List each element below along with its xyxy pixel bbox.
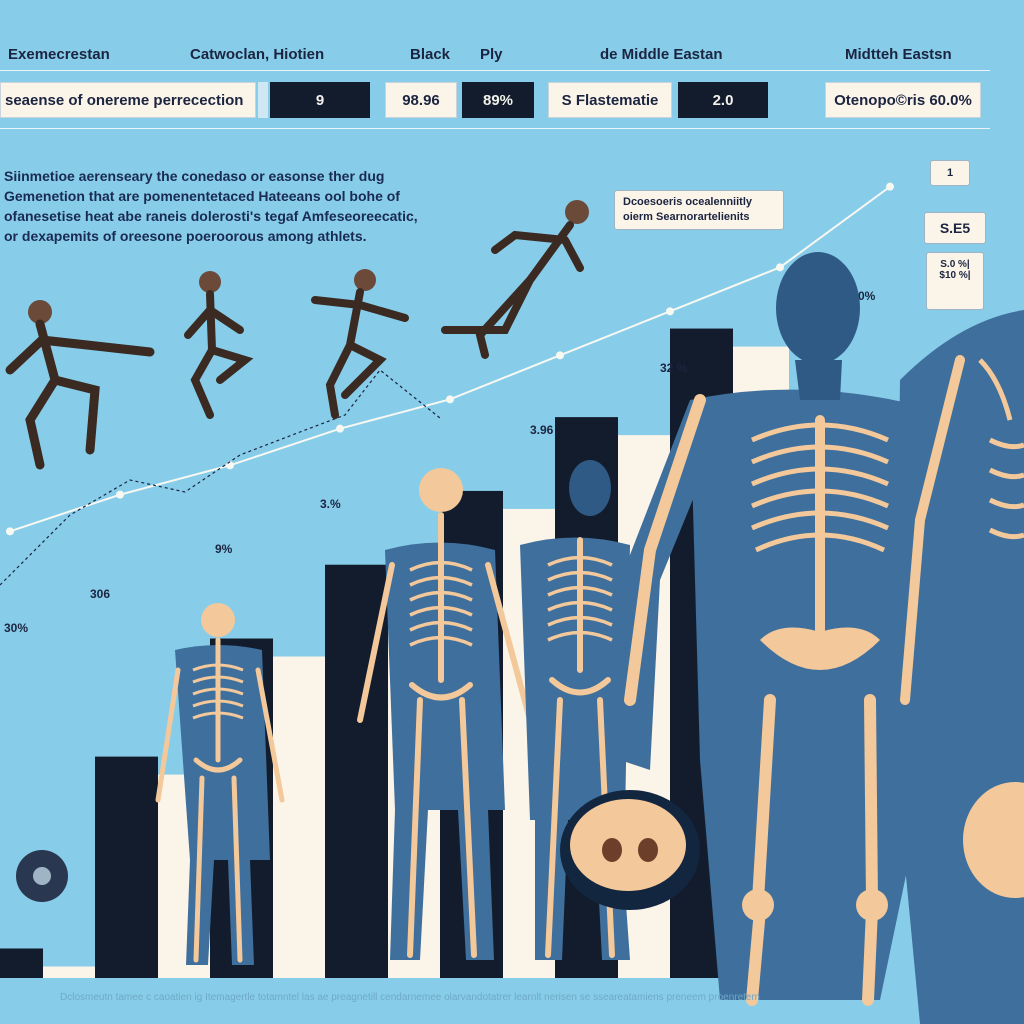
column-header: Exemecrestan [8, 46, 110, 63]
bar-value-label: 0% [858, 289, 876, 303]
athlete-figure [5, 300, 155, 470]
dashed-trend-line [0, 369, 441, 586]
trend-point [666, 307, 674, 316]
value-callout-line: S.0 %| [940, 259, 970, 270]
header-cell: Otenopo©ris 60.0% [825, 82, 981, 118]
value-callout: S.E5 [924, 212, 986, 244]
trend-point [886, 182, 894, 191]
skeleton-figure [155, 603, 285, 965]
trend-point [6, 527, 14, 536]
athlete-figure [184, 271, 254, 419]
trend-point [226, 461, 234, 470]
bar-value-label: 32 % [660, 361, 688, 375]
bar-value-labels: 30% 306 9% 3.% 3.96 32 % 0% [4, 289, 876, 635]
trend-line-layer [6, 182, 894, 536]
intro-line: Siinmetioe aerenseary the conedaso or ea… [4, 168, 385, 184]
skull-illustration [560, 790, 700, 910]
value-callout-line: $10 %| [939, 270, 971, 281]
bar-value-label: 30% [4, 621, 28, 635]
trend-point [556, 351, 564, 360]
footer-caption: Dclosmeutn tamee c caoatien ig Itemagert… [60, 992, 760, 1003]
athlete-figure [441, 200, 589, 359]
anatomy-figure-large [620, 252, 935, 1006]
trend-point [446, 395, 454, 404]
bar-light [43, 966, 99, 978]
bar-value-label: 3.96 [530, 423, 554, 437]
weight-plate-icon [16, 850, 68, 902]
trend-point [776, 263, 784, 272]
trend-point [116, 490, 124, 499]
bar-value-label: 9% [215, 542, 233, 556]
header-divider [0, 70, 990, 71]
header-cell-spacer [258, 82, 268, 118]
column-header: de Middle Eastan [600, 46, 723, 63]
intro-line: ofanesetise heat abe raneis dolerosti's … [4, 208, 418, 224]
header-cell: seaense of onereme perrecection [0, 82, 256, 118]
bar-dark [0, 948, 43, 978]
column-header: Black [410, 46, 451, 63]
header-cell: S Flastematie [548, 82, 672, 118]
header-cell: 2.0 [678, 82, 768, 118]
header-cell: 9 [270, 82, 370, 118]
trend-point [336, 424, 344, 433]
header-divider [0, 128, 990, 129]
corner-callout: 1 [930, 160, 970, 186]
annotation-callout: Dcoesoeris ocealenniitly oierm Searnorar… [614, 190, 784, 230]
column-header: Catwoclan, Hiotien [190, 46, 325, 63]
header-cell: 98.96 [385, 82, 457, 118]
bar-value-label: 306 [90, 587, 110, 601]
intro-paragraph: Siinmetioe aerenseary the conedaso or ea… [4, 166, 474, 246]
column-header: Ply [480, 46, 503, 63]
skeleton-figure [357, 468, 533, 960]
header-cell: 89% [462, 82, 534, 118]
anatomy-figure-partial [895, 310, 1024, 1024]
skeleton-figure [520, 460, 630, 960]
value-callout: S.0 %| $10 %| [926, 252, 984, 310]
intro-line: or dexapemits of oreesone poeroorous amo… [4, 228, 367, 244]
column-header: Midtteh Eastsn [845, 46, 952, 63]
bar-dark [95, 756, 158, 978]
intro-line: Gemenetion that are pomenentetaced Hatee… [4, 188, 400, 204]
bar-light [273, 656, 329, 978]
athlete-figure [311, 269, 409, 419]
bar-value-label: 3.% [320, 497, 341, 511]
